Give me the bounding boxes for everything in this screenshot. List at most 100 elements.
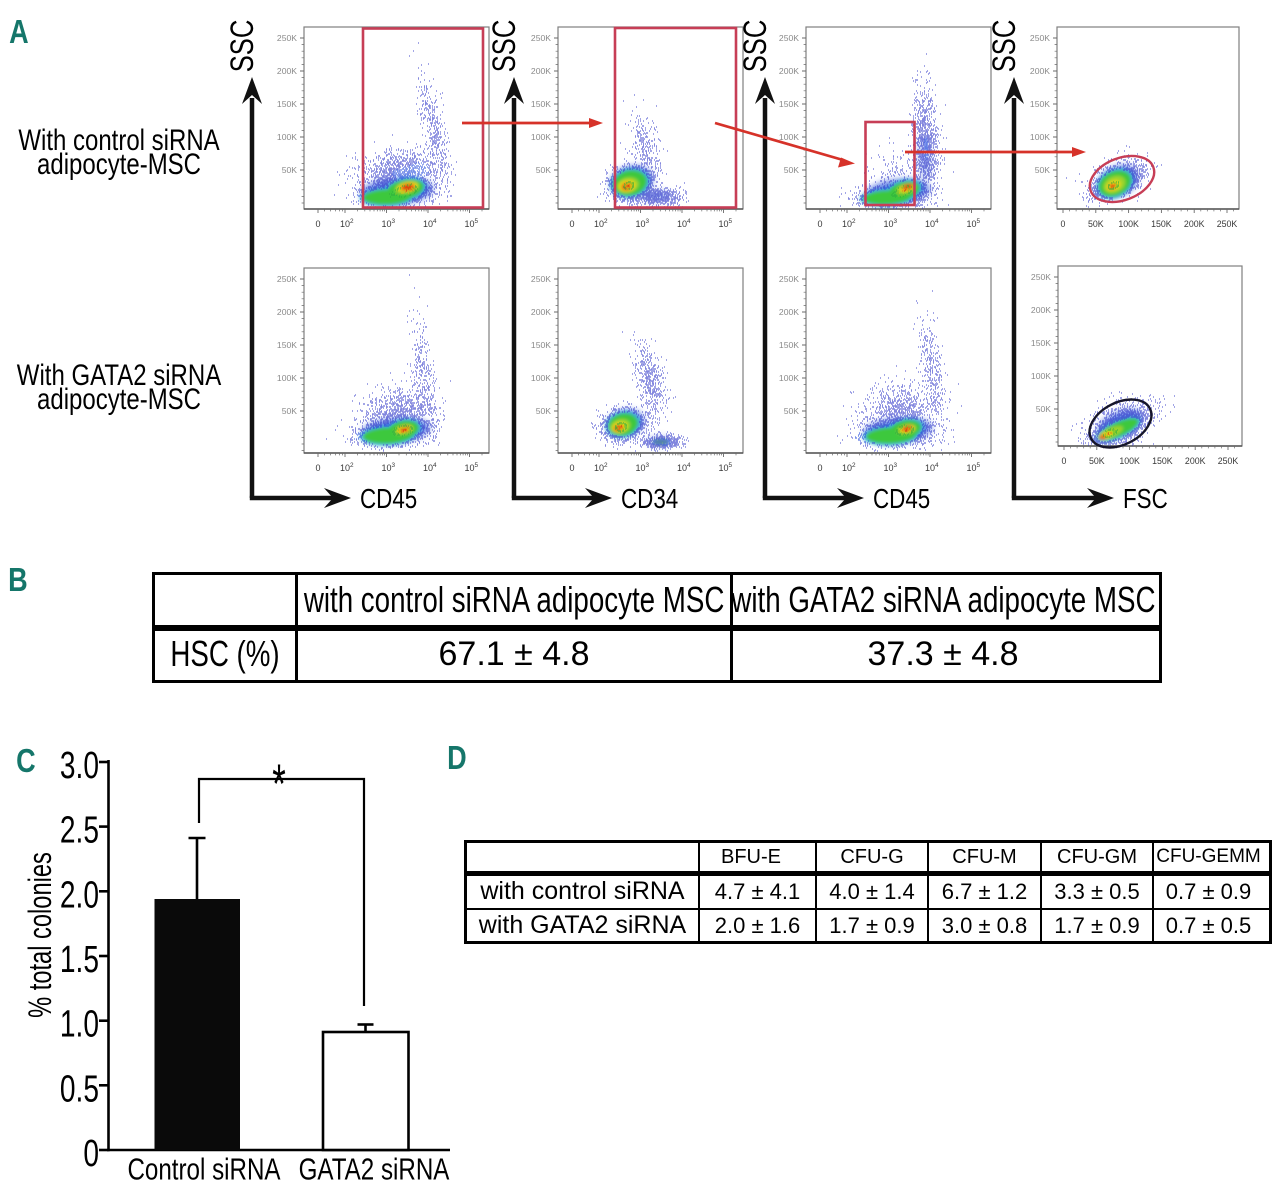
svg-text:105: 105: [967, 218, 981, 229]
svg-text:1.0: 1.0: [60, 1004, 99, 1046]
svg-text:0.5: 0.5: [60, 1068, 99, 1110]
svg-text:150K: 150K: [1152, 456, 1173, 466]
svg-text:adipocyte-MSC: adipocyte-MSC: [37, 146, 201, 180]
svg-text:104: 104: [925, 462, 939, 473]
svg-text:50K: 50K: [282, 406, 298, 416]
svg-text:0: 0: [817, 219, 822, 229]
svg-text:200K: 200K: [779, 307, 799, 317]
svg-text:GATA2 siRNA: GATA2 siRNA: [299, 1152, 450, 1187]
svg-text:104: 104: [677, 462, 691, 473]
svg-text:150K: 150K: [1030, 99, 1050, 109]
svg-text:0: 0: [315, 463, 320, 473]
svg-text:102: 102: [594, 218, 608, 229]
svg-text:200K: 200K: [531, 307, 551, 317]
svg-text:250K: 250K: [1218, 456, 1239, 466]
svg-text:SSC: SSC: [738, 20, 773, 73]
svg-text:100K: 100K: [277, 373, 297, 383]
svg-text:0: 0: [569, 219, 574, 229]
svg-text:102: 102: [842, 462, 856, 473]
svg-text:103: 103: [382, 462, 396, 473]
svg-text:200K: 200K: [277, 307, 297, 317]
svg-text:100K: 100K: [277, 132, 297, 142]
svg-text:104: 104: [925, 218, 939, 229]
svg-text:CD34: CD34: [621, 484, 678, 515]
svg-text:*: *: [272, 753, 286, 816]
svg-text:104: 104: [677, 218, 691, 229]
svg-text:105: 105: [465, 462, 479, 473]
svg-text:200K: 200K: [1184, 219, 1205, 229]
svg-text:103: 103: [382, 218, 396, 229]
svg-text:0: 0: [817, 463, 822, 473]
svg-text:100K: 100K: [531, 373, 551, 383]
svg-text:250K: 250K: [779, 274, 799, 284]
svg-text:105: 105: [967, 462, 981, 473]
svg-text:100K: 100K: [779, 373, 799, 383]
svg-text:100K: 100K: [1031, 371, 1051, 381]
svg-text:103: 103: [636, 462, 650, 473]
svg-text:SSC: SSC: [487, 20, 522, 73]
svg-text:250K: 250K: [779, 33, 799, 43]
svg-text:50K: 50K: [282, 165, 298, 175]
svg-text:0: 0: [569, 463, 574, 473]
svg-text:50K: 50K: [1036, 404, 1052, 414]
svg-text:150K: 150K: [277, 99, 297, 109]
svg-text:150K: 150K: [1151, 219, 1172, 229]
svg-text:100K: 100K: [1030, 132, 1050, 142]
svg-text:150K: 150K: [1031, 338, 1051, 348]
svg-text:200K: 200K: [779, 66, 799, 76]
svg-text:150K: 150K: [531, 340, 551, 350]
svg-text:0: 0: [1062, 456, 1067, 466]
svg-text:100K: 100K: [1119, 456, 1140, 466]
svg-text:CD45: CD45: [360, 484, 417, 515]
svg-text:150K: 150K: [531, 99, 551, 109]
svg-text:SSC: SSC: [225, 20, 260, 73]
svg-text:102: 102: [340, 218, 354, 229]
svg-text:200K: 200K: [1185, 456, 1206, 466]
svg-text:250K: 250K: [1031, 272, 1051, 282]
svg-text:200K: 200K: [531, 66, 551, 76]
svg-text:104: 104: [423, 462, 437, 473]
svg-text:0: 0: [1061, 219, 1066, 229]
svg-text:104: 104: [423, 218, 437, 229]
svg-text:103: 103: [884, 462, 898, 473]
svg-text:50K: 50K: [536, 165, 552, 175]
svg-text:50K: 50K: [536, 406, 552, 416]
svg-text:SSC: SSC: [987, 20, 1022, 73]
svg-text:105: 105: [719, 462, 733, 473]
svg-text:0: 0: [315, 219, 320, 229]
svg-text:250K: 250K: [531, 33, 551, 43]
svg-text:adipocyte-MSC: adipocyte-MSC: [37, 381, 201, 415]
svg-text:% total colonies: % total colonies: [23, 852, 58, 1018]
svg-text:50K: 50K: [784, 406, 800, 416]
svg-text:105: 105: [719, 218, 733, 229]
svg-text:100K: 100K: [779, 132, 799, 142]
svg-text:1.5: 1.5: [60, 939, 99, 981]
svg-text:50K: 50K: [784, 165, 800, 175]
svg-text:200K: 200K: [1031, 305, 1051, 315]
svg-text:102: 102: [340, 462, 354, 473]
svg-text:With GATA2 siRNA: With GATA2 siRNA: [17, 357, 222, 391]
svg-text:100K: 100K: [531, 132, 551, 142]
svg-text:250K: 250K: [277, 274, 297, 284]
svg-text:102: 102: [594, 462, 608, 473]
svg-text:100K: 100K: [1118, 219, 1139, 229]
svg-text:50K: 50K: [1035, 165, 1051, 175]
svg-text:With control siRNA: With control siRNA: [18, 122, 220, 156]
svg-text:150K: 150K: [779, 340, 799, 350]
svg-text:103: 103: [884, 218, 898, 229]
svg-text:200K: 200K: [1030, 66, 1050, 76]
svg-text:200K: 200K: [277, 66, 297, 76]
svg-text:0: 0: [83, 1133, 99, 1175]
svg-text:250K: 250K: [531, 274, 551, 284]
svg-text:103: 103: [636, 218, 650, 229]
svg-text:250K: 250K: [1217, 219, 1238, 229]
svg-text:150K: 150K: [277, 340, 297, 350]
svg-text:102: 102: [842, 218, 856, 229]
svg-text:105: 105: [465, 218, 479, 229]
svg-text:2.0: 2.0: [60, 874, 99, 916]
svg-text:250K: 250K: [1030, 33, 1050, 43]
svg-text:3.0: 3.0: [60, 745, 99, 787]
svg-text:50K: 50K: [1088, 219, 1104, 229]
svg-text:250K: 250K: [277, 33, 297, 43]
svg-text:150K: 150K: [779, 99, 799, 109]
